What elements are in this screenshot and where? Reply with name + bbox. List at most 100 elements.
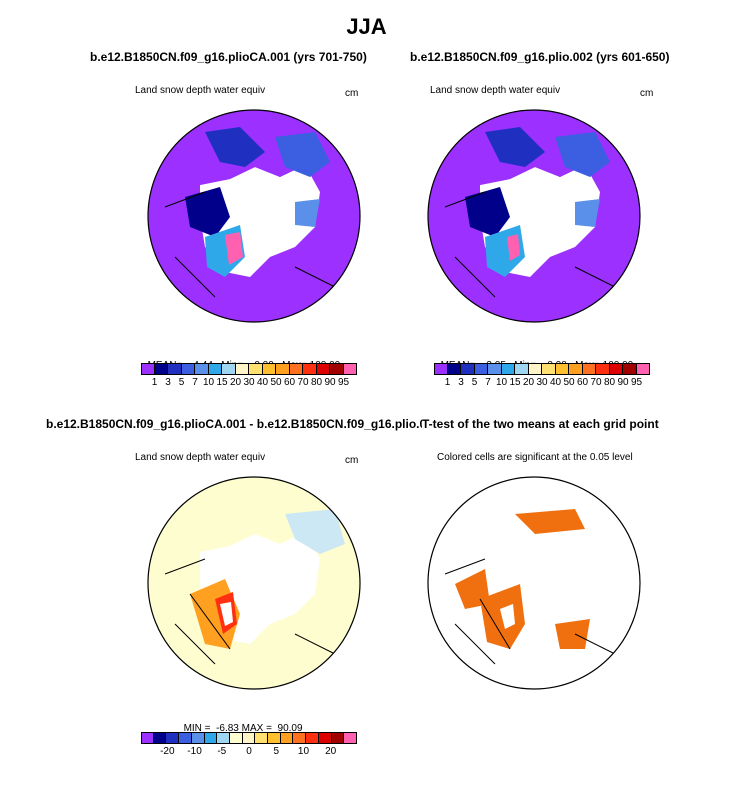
colorbar-label: 10 (297, 746, 310, 757)
colorbar-label: 15 (216, 377, 228, 388)
colorbar-label: 95 (337, 377, 350, 388)
colorbar-box (276, 363, 290, 375)
colorbar-box (268, 732, 281, 744)
colorbar-box (461, 363, 475, 375)
colorbar-label: 90 (617, 377, 629, 388)
colorbar-label: 95 (630, 377, 643, 388)
colorbar-label: 20 (229, 377, 242, 388)
panel1-variable: Land snow depth water equiv (135, 85, 266, 96)
colorbar-box (515, 363, 529, 375)
colorbar-box (222, 363, 236, 375)
panel3-units: cm (345, 455, 359, 466)
colorbar-box (181, 363, 195, 375)
panel3-stats: MIN = -6.83 MAX = 90.09 (183, 723, 303, 734)
colorbar-label: 50 (563, 377, 575, 388)
colorbar-label: 30 (243, 377, 255, 388)
colorbar-box (168, 363, 182, 375)
colorbar-box (293, 732, 307, 744)
colorbar-box (501, 363, 515, 375)
colorbar-box (636, 363, 650, 375)
colorbar-label: 60 (283, 377, 296, 388)
colorbar-box (474, 363, 488, 375)
colorbar-label: 40 (256, 377, 269, 388)
colorbar-box (447, 363, 461, 375)
colorbar-label: 10 (202, 377, 215, 388)
colorbar-label: 50 (270, 377, 282, 388)
colorbar-box (542, 363, 556, 375)
colorbar-box (569, 363, 583, 375)
colorbar-label: 40 (549, 377, 562, 388)
colorbar-box (434, 363, 448, 375)
panel3-colorbar: -20 -10 -5 0 5 10 20 (141, 732, 357, 762)
panel1-title: b.e12.B1850CN.f09_g16.plioCA.001 (yrs 70… (90, 50, 367, 64)
panel4-title: T-test of the two means at each grid poi… (422, 417, 659, 431)
colorbar-label: 10 (495, 377, 508, 388)
colorbar-box (555, 363, 569, 375)
colorbar-box (141, 732, 154, 744)
colorbar-box (154, 363, 168, 375)
colorbar-label: 60 (576, 377, 589, 388)
colorbar-label: 70 (590, 377, 602, 388)
colorbar-label: 90 (324, 377, 336, 388)
colorbar-label: 20 (325, 746, 337, 757)
colorbar-label: 70 (297, 377, 309, 388)
colorbar-box (235, 363, 249, 375)
colorbar-label: 80 (603, 377, 616, 388)
colorbar-label: 3 (165, 377, 171, 388)
colorbar-label: 7 (192, 377, 198, 388)
panel3-variable: Land snow depth water equiv (135, 452, 266, 463)
colorbar-box (318, 732, 332, 744)
panel2-variable: Land snow depth water equiv (430, 85, 561, 96)
colorbar-box (330, 363, 344, 375)
colorbar-label: -20 (160, 746, 175, 757)
colorbar-label: 7 (485, 377, 491, 388)
panel4-map (427, 476, 641, 690)
colorbar-box (596, 363, 610, 375)
colorbar-label: 80 (310, 377, 323, 388)
panel2-title: b.e12.B1850CN.f09_g16.plio.002 (yrs 601-… (410, 50, 670, 64)
colorbar-box (316, 363, 330, 375)
colorbar-box (343, 363, 357, 375)
panel3-title: b.e12.B1850CN.f09_g16.plioCA.001 - b.e12… (46, 417, 440, 431)
colorbar-box (204, 732, 218, 744)
colorbar-box (280, 732, 294, 744)
colorbar-box (582, 363, 596, 375)
colorbar-box (255, 732, 269, 744)
colorbar-box (528, 363, 542, 375)
colorbar-box (141, 363, 155, 375)
panel2-units: cm (640, 88, 654, 99)
colorbar-box (303, 363, 317, 375)
panel2-map (427, 109, 641, 323)
panel2-colorbar: 1 3 5 7 10 15 20 30 40 50 60 70 80 90 95 (434, 363, 650, 393)
colorbar-box (195, 363, 209, 375)
colorbar-label: 3 (458, 377, 464, 388)
panel1-map (147, 109, 361, 323)
colorbar-box (344, 732, 357, 744)
colorbar-label: 1 (444, 377, 451, 388)
colorbar-box (217, 732, 230, 744)
colorbar-label: 0 (246, 746, 252, 757)
colorbar-box (623, 363, 637, 375)
panel4-variable: Colored cells are significant at the 0.0… (437, 452, 633, 463)
colorbar-label: -5 (217, 746, 227, 757)
colorbar-label: 5 (273, 746, 279, 757)
colorbar-label: 5 (471, 377, 478, 388)
colorbar-box (249, 363, 263, 375)
colorbar-label: 15 (509, 377, 521, 388)
colorbar-label: 5 (178, 377, 185, 388)
colorbar-box (331, 732, 345, 744)
colorbar-box (208, 363, 222, 375)
colorbar-box (229, 732, 243, 744)
colorbar-label: -10 (187, 746, 202, 757)
colorbar-box (609, 363, 623, 375)
panel1-colorbar: 1 3 5 7 10 15 20 30 40 50 60 70 80 90 95 (141, 363, 357, 393)
colorbar-box (262, 363, 276, 375)
colorbar-label: 20 (522, 377, 535, 388)
colorbar-box (306, 732, 319, 744)
colorbar-label: 30 (536, 377, 548, 388)
panel1-units: cm (345, 88, 359, 99)
colorbar-box (166, 732, 180, 744)
panel3-map (147, 476, 361, 690)
colorbar-box (179, 732, 192, 744)
colorbar-box (191, 732, 205, 744)
